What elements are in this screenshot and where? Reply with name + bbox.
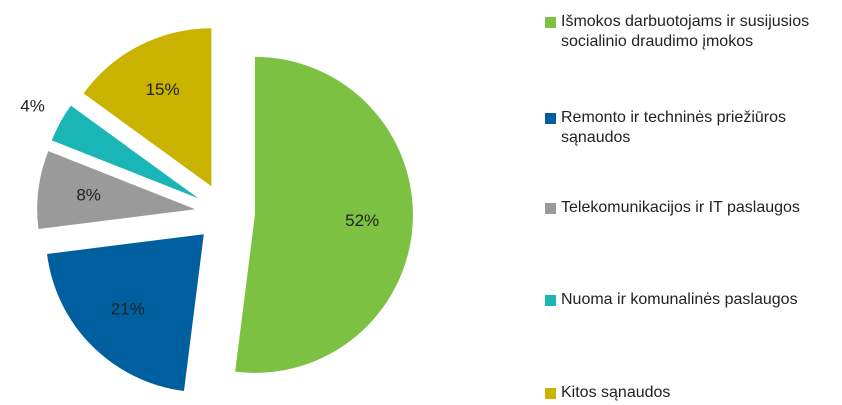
legend-swatch <box>545 295 556 306</box>
legend-swatch <box>545 17 556 28</box>
legend-label: Išmokos darbuotojams ir susijusios socia… <box>561 13 810 50</box>
legend-entry: Išmokos darbuotojams ir susijusios socia… <box>545 12 835 52</box>
legend-entry: Telekomunikacijos ir IT paslaugos <box>545 198 835 218</box>
pie-slice <box>235 56 413 373</box>
pie-area: 52% 21% 8% 4% 15% <box>20 28 413 391</box>
legend-entry: Remonto ir techninės priežiūros sąnaudos <box>545 108 835 148</box>
legend-entry: Kitos sąnaudos <box>545 383 835 403</box>
data-label: 4% <box>20 97 45 116</box>
legend-label: Nuoma ir komunalinės paslaugos <box>561 291 798 308</box>
legend-label: Kitos sąnaudos <box>561 384 671 401</box>
legend-swatch <box>545 388 556 399</box>
data-label: 52% <box>345 211 379 230</box>
legend-entry: Nuoma ir komunalinės paslaugos <box>545 290 835 310</box>
data-label: 8% <box>76 185 101 204</box>
data-label: 15% <box>146 80 180 99</box>
pie-slice <box>51 105 199 199</box>
legend-swatch <box>545 113 556 124</box>
legend-swatch <box>545 203 556 214</box>
pie-slice <box>47 234 204 391</box>
pie-slice <box>83 28 212 187</box>
legend-label: Remonto ir techninės priežiūros sąnaudos <box>561 109 786 146</box>
data-label: 21% <box>111 300 145 319</box>
pie-slice <box>37 151 196 230</box>
legend-label: Telekomunikacijos ir IT paslaugos <box>561 199 800 216</box>
